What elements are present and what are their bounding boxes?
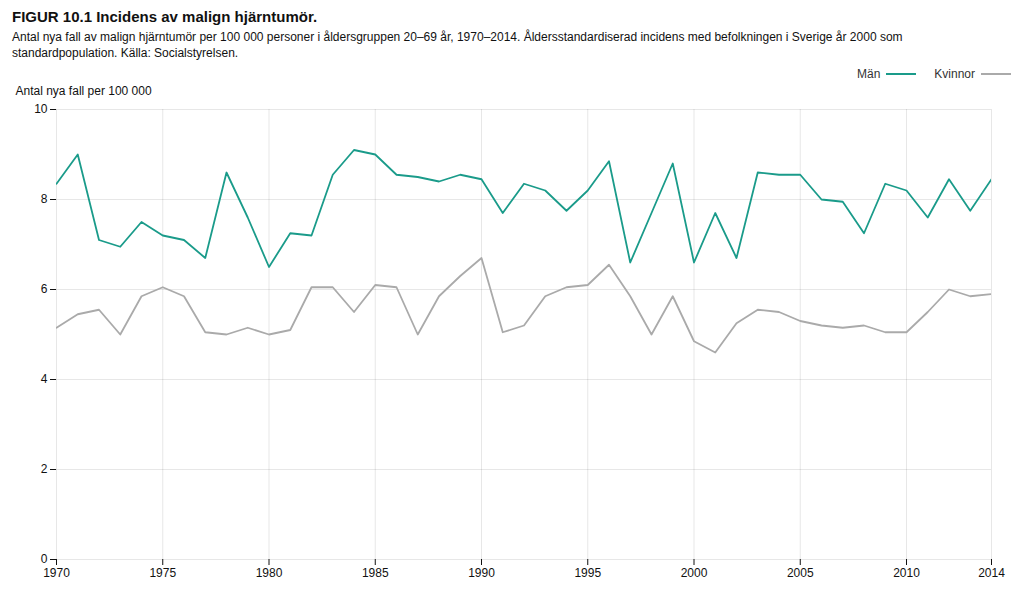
svg-text:1980: 1980	[256, 566, 283, 580]
html-text:Män: Män	[857, 67, 881, 82]
svg-text:8: 8	[41, 193, 48, 207]
svg-text:2005: 2005	[787, 566, 814, 580]
svg-text:6: 6	[41, 283, 48, 297]
svg-text:2000: 2000	[681, 566, 708, 580]
svg-text:1990: 1990	[468, 566, 495, 580]
svg-text:2: 2	[41, 463, 48, 477]
svg-text:1975: 1975	[149, 566, 176, 580]
svg-text:1985: 1985	[362, 566, 389, 580]
svg-text:4: 4	[41, 373, 48, 387]
html-text:Antal nya fall av malign hjärn: Antal nya fall av malign hjärntumör per …	[12, 30, 903, 61]
svg-text:2014: 2014	[978, 566, 1005, 580]
svg-text:1970: 1970	[43, 566, 70, 580]
svg-text:Antal nya fall per 100 000: Antal nya fall per 100 000	[16, 84, 152, 98]
svg-text:0: 0	[41, 553, 48, 567]
html-text:FIGUR 10.1 Incidens av malign: FIGUR 10.1 Incidens av malign hjärntumör…	[12, 8, 318, 25]
svg-text:1995: 1995	[574, 566, 601, 580]
svg-text:2010: 2010	[893, 566, 920, 580]
svg-text:10: 10	[34, 103, 48, 117]
html-text:Kvinnor: Kvinnor	[934, 67, 975, 82]
